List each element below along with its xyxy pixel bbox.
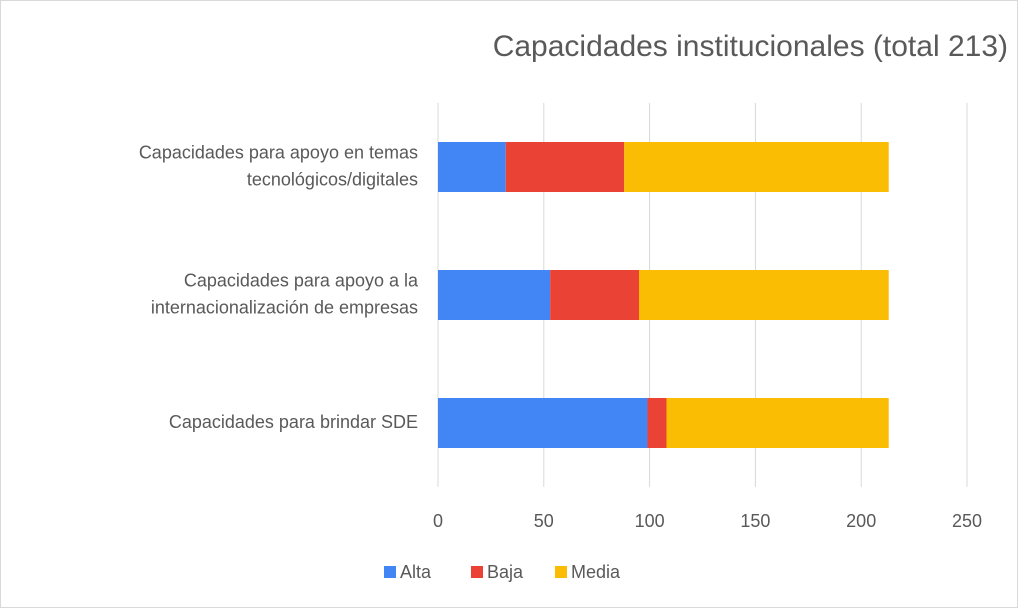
y-tick-label: Capacidades para apoyo en temas: [139, 142, 418, 162]
x-tick-label: 0: [433, 511, 443, 531]
x-tick-label: 50: [534, 511, 554, 531]
legend-label: Alta: [400, 562, 432, 582]
y-tick-label: internacionalización de empresas: [151, 297, 418, 317]
legend-swatch: [384, 566, 396, 578]
bar-segment: [438, 398, 648, 448]
chart-title: Capacidades institucionales (total 213): [493, 30, 1008, 63]
bar-segment: [666, 398, 889, 448]
y-tick-label: Capacidades para apoyo a la: [184, 270, 419, 290]
bar-segment: [438, 270, 551, 320]
x-tick-label: 200: [846, 511, 876, 531]
x-tick-label: 100: [635, 511, 665, 531]
bar-segment: [438, 142, 506, 192]
y-tick-label: Capacidades para brindar SDE: [169, 412, 418, 432]
legend-swatch: [471, 566, 483, 578]
x-tick-label: 250: [952, 511, 982, 531]
legend-swatch: [555, 566, 567, 578]
bar-segment: [505, 142, 625, 192]
bar-segment: [550, 270, 640, 320]
bar-segment: [647, 398, 667, 448]
legend-label: Baja: [487, 562, 524, 582]
x-tick-label: 150: [740, 511, 770, 531]
bar-segment: [624, 142, 889, 192]
y-tick-label: tecnológicos/digitales: [247, 169, 418, 189]
legend-label: Media: [571, 562, 621, 582]
bar-segment: [639, 270, 889, 320]
